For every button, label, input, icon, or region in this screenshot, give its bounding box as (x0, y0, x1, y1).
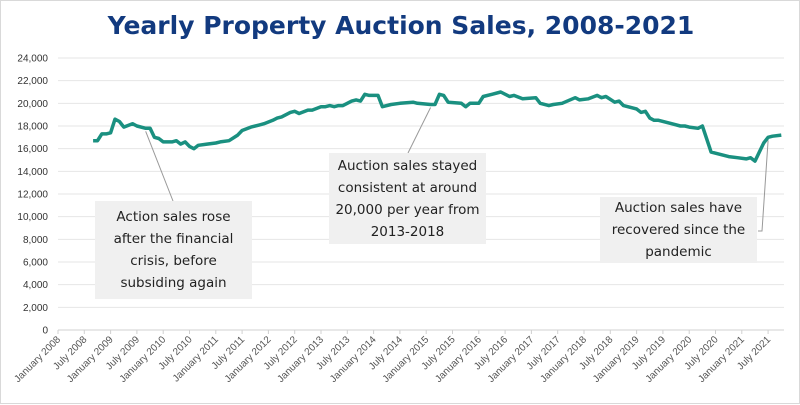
annotation-pandemic-recovery: Auction sales have recovered since the p… (600, 197, 757, 263)
annotation-line: Auction sales have (614, 200, 743, 216)
annotation-line: crisis, before (130, 253, 217, 269)
annotation-consistent-sales: Auction sales stayed consistent at aroun… (329, 153, 486, 244)
annotation-line: 20,000 per year from (335, 201, 480, 218)
annotation-text: Action sales rose after the financial cr… (114, 206, 234, 294)
series-line (93, 90, 782, 163)
y-tick-label: 18,000 (17, 122, 48, 133)
y-tick-label: 10,000 (17, 212, 48, 223)
annotation-line: Auction sales stayed (337, 157, 478, 174)
annotation-line: recovered since the (611, 222, 746, 238)
y-tick-label: 16,000 (17, 144, 48, 155)
y-tick-label: 14,000 (17, 167, 48, 178)
annotation-line: Action sales rose (116, 209, 231, 225)
annotation-line: subsiding again (120, 275, 227, 291)
y-tick-label: 12,000 (17, 190, 48, 201)
y-tick-label: 4,000 (23, 280, 48, 291)
y-tick-label: 22,000 (17, 76, 48, 87)
y-tick-label: 6,000 (23, 258, 48, 269)
annotation-line: pandemic (645, 244, 712, 260)
annotation-leader-line (758, 140, 769, 232)
chart-title: Yearly Property Auction Sales, 2008-2021 (107, 11, 695, 40)
y-tick-label: 8,000 (23, 235, 48, 246)
y-tick-label: 2,000 (23, 303, 48, 314)
annotation-leaders (145, 107, 769, 232)
y-tick-label: 20,000 (17, 99, 48, 110)
annotation-line: after the financial (113, 231, 234, 247)
annotation-line: 2013-2018 (370, 223, 445, 240)
annotation-financial-crisis: Action sales rose after the financial cr… (95, 201, 252, 299)
annotation-text: Auction sales have recovered since the p… (612, 197, 745, 263)
annotation-text: Auction sales stayed consistent at aroun… (335, 155, 479, 243)
annotation-line: consistent at around (337, 179, 478, 196)
annotation-leader-line (407, 107, 432, 154)
annotation-leader-line (145, 131, 174, 202)
y-tick-label: 0 (42, 326, 48, 337)
y-tick-label: 24,000 (17, 54, 48, 65)
y-axis: 0 2,000 4,000 6,000 8,000 10,000 12,000 14,000 1… (17, 54, 48, 337)
